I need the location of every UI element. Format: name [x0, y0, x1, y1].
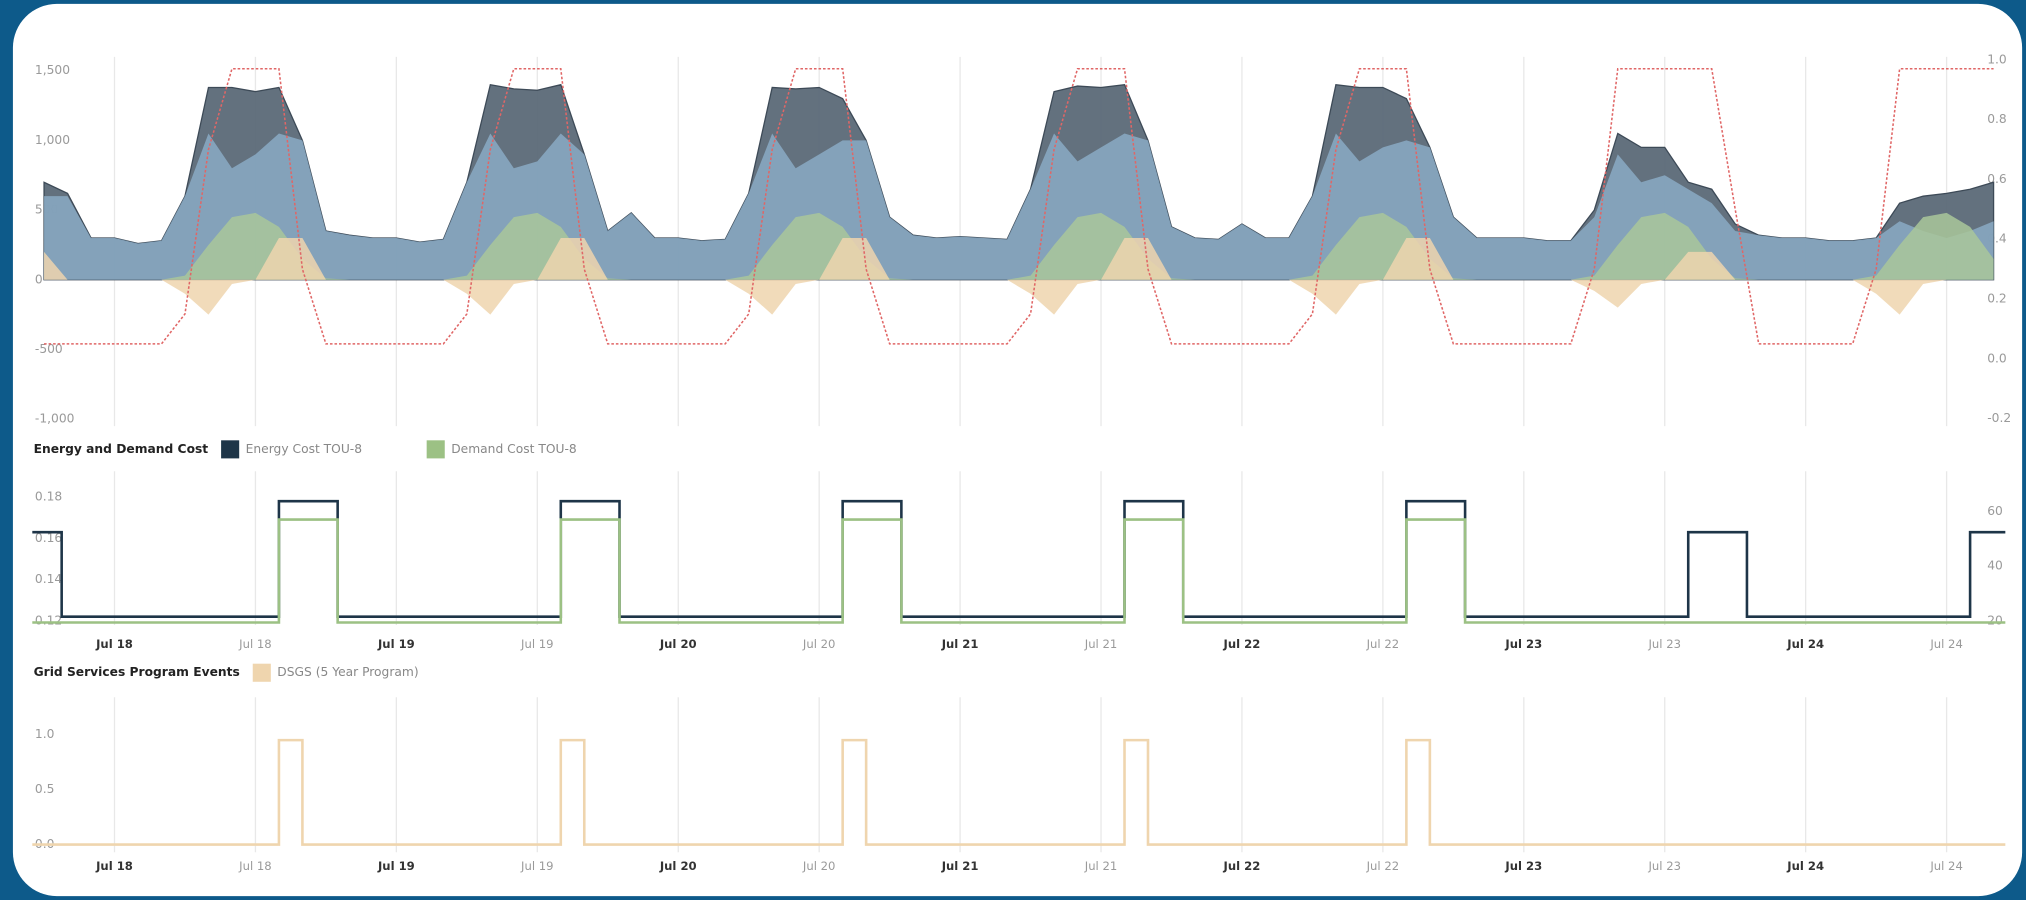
- x-tick-label: Jul 21: [1084, 859, 1117, 873]
- area: [44, 212, 1994, 280]
- y2-tick-label: 1.0: [1987, 52, 2007, 66]
- legend-swatch: [221, 440, 240, 459]
- x-tick-label: Jul 22: [1366, 859, 1399, 873]
- y-tick-label: 1.0: [35, 727, 55, 741]
- y-tick-label: -1,000: [35, 412, 75, 426]
- x-tick-label: Jul 22: [1223, 859, 1261, 873]
- x-tick-label: Jul 21: [1084, 637, 1117, 651]
- legend-label: Demand Cost TOU-8: [451, 442, 576, 456]
- x-tick-label: Jul 20: [802, 637, 835, 651]
- legend-swatch: [252, 663, 271, 682]
- x-tick-label: Jul 20: [659, 859, 697, 873]
- legend-label: DSGS (5 Year Program): [277, 665, 418, 679]
- y-tick-label: 0.18: [35, 490, 62, 504]
- x-tick-label: Jul 18: [95, 637, 133, 651]
- line: [32, 499, 2006, 619]
- legend-title: Grid Services Program Events: [34, 665, 240, 679]
- x-tick-label: Jul 24: [1786, 637, 1824, 651]
- x-tick-label: Jul 22: [1366, 637, 1399, 651]
- y-tick-label: 0.5: [35, 782, 55, 796]
- y-tick-label: 0.14: [35, 572, 63, 586]
- y-tick-label: 1,000: [35, 133, 70, 147]
- x-tick-label: Jul 23: [1504, 859, 1542, 873]
- x-tick-label: Jul 24: [1929, 637, 1962, 651]
- y2-tick-label: 40: [1987, 559, 2003, 573]
- x-tick-label: Jul 19: [377, 859, 415, 873]
- legend-label: Energy Cost TOU-8: [246, 442, 362, 456]
- y-tick-label: 0.16: [35, 531, 63, 545]
- line: [44, 68, 1994, 345]
- x-tick-label: Jul 18: [95, 859, 133, 873]
- x-tick-label: Jul 22: [1223, 637, 1261, 651]
- x-tick-label: Jul 21: [941, 637, 979, 651]
- y2-tick-label: 20: [1987, 614, 2003, 628]
- line: [32, 738, 2006, 846]
- line: [32, 518, 2006, 624]
- x-tick-label: Jul 23: [1647, 859, 1680, 873]
- x-tick-label: Jul 21: [941, 859, 979, 873]
- y2-tick-label: 60: [1987, 504, 2003, 518]
- x-tick-label: Jul 19: [520, 637, 553, 651]
- y-tick-label: -500: [35, 342, 63, 356]
- x-tick-label: Jul 20: [802, 859, 835, 873]
- x-tick-label: Jul 24: [1786, 859, 1824, 873]
- x-tick-label: Jul 23: [1504, 637, 1542, 651]
- legend-swatch: [426, 440, 445, 459]
- y-tick-label: 1,500: [35, 63, 70, 77]
- legend-title: Energy and Demand Cost: [34, 442, 209, 456]
- y2-tick-label: -0.2: [1987, 411, 2011, 425]
- x-tick-label: Jul 24: [1929, 859, 1962, 873]
- y-tick-label: 0.12: [35, 613, 62, 627]
- y2-tick-label: 0.8: [1987, 112, 2007, 126]
- x-tick-label: Jul 20: [659, 637, 697, 651]
- y2-tick-label: 0.0: [1987, 351, 2007, 365]
- x-tick-label: Jul 18: [238, 859, 271, 873]
- x-tick-label: Jul 19: [377, 637, 415, 651]
- y2-tick-label: 0.2: [1987, 292, 2007, 306]
- x-tick-label: Jul 23: [1647, 637, 1680, 651]
- y-tick-label: 0: [35, 272, 43, 286]
- x-tick-label: Jul 19: [520, 859, 553, 873]
- x-tick-label: Jul 18: [238, 637, 271, 651]
